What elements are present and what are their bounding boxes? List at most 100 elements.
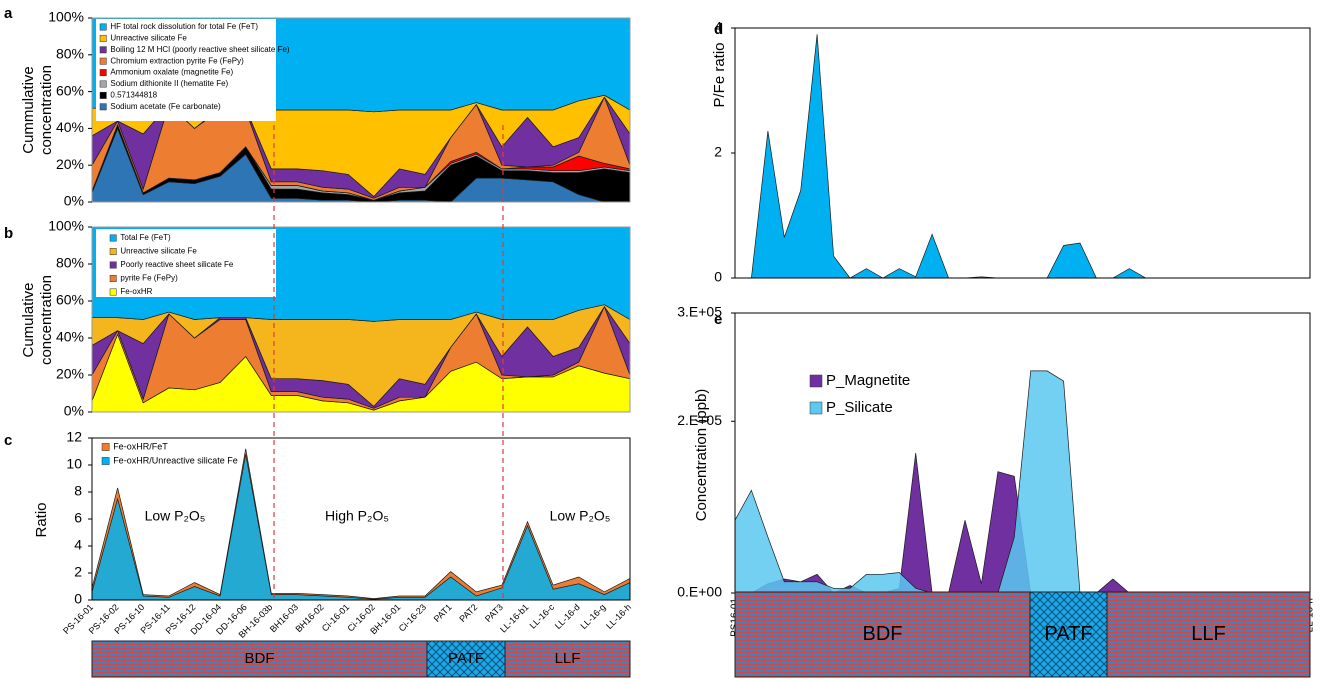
y-tick-label: 0.E+00 bbox=[677, 584, 722, 600]
y-tick-label: 2 bbox=[74, 564, 82, 580]
legend-label: Chromium extraction pyrite Fe (FePy) bbox=[110, 56, 244, 65]
divider-lines bbox=[273, 125, 504, 600]
panel: 0% 20% 40% 60% 80% 100% a Cummulative concentrat… bbox=[4, 5, 631, 209]
x-tick-label: LL-16-c bbox=[528, 602, 557, 631]
y-tick-label: 60% bbox=[56, 82, 84, 98]
x-tick-label: PAT2 bbox=[457, 602, 479, 624]
y-tick-label: 20% bbox=[56, 366, 84, 382]
panel-letter: c bbox=[4, 432, 12, 449]
y-tick-label: 2.E+05 bbox=[677, 412, 722, 428]
y-tick-label: 12 bbox=[66, 429, 82, 445]
y-tick-label: 100% bbox=[48, 9, 84, 25]
y-axis-title: Cummulative bbox=[20, 66, 37, 154]
x-tick-label: LL-16-d bbox=[553, 602, 582, 631]
y-tick-label: 80% bbox=[56, 255, 84, 271]
plot-frame bbox=[91, 226, 631, 413]
panel: 024681012cRatioPS-16-01PS-16-02PS-16-10P… bbox=[4, 429, 633, 678]
y-tick-label: 4 bbox=[714, 19, 722, 35]
group-band bbox=[426, 640, 506, 678]
legend-swatch bbox=[99, 23, 107, 31]
x-tick-label: LL-16-b1 bbox=[498, 602, 531, 635]
y-tick-label: 60% bbox=[56, 292, 84, 308]
legend-swatch bbox=[109, 261, 117, 269]
legend-label: Poorly reactive sheet silicate Fe bbox=[120, 260, 233, 269]
legend-swatch bbox=[101, 457, 110, 465]
plot-frame bbox=[91, 17, 631, 203]
y-axis-title: concentration bbox=[38, 275, 55, 365]
legend-label: 0.571344818 bbox=[110, 91, 157, 100]
y-axis-title: P/Fe ratio bbox=[711, 42, 728, 107]
legend-label: Fe-oxHR/Unreactive silicate Fe bbox=[113, 455, 238, 465]
legend-label: HF total rock dissolution for total Fe (… bbox=[110, 22, 258, 31]
legend-label: Sodium dithionite II (hematite Fe) bbox=[110, 79, 228, 88]
legend-swatch bbox=[99, 46, 107, 54]
y-tick-label: 10 bbox=[66, 456, 82, 472]
legend-label: P_Silicate bbox=[826, 399, 893, 416]
y-axis-title: Cumulative bbox=[20, 282, 37, 357]
legend-swatch bbox=[99, 80, 107, 88]
y-tick-label: 8 bbox=[74, 483, 82, 499]
group-label: BDF bbox=[245, 650, 275, 667]
legend-swatch bbox=[109, 248, 117, 255]
x-tick-label: PAT3 bbox=[483, 602, 505, 624]
legend-label: Unreactive silicate Fe bbox=[120, 247, 197, 256]
x-tick-label: Ci-16-23 bbox=[397, 602, 428, 633]
panel: 0% 20% 40% 60% 80% 100% b Cumulative concentrati… bbox=[4, 218, 631, 419]
y-tick-label: 40% bbox=[56, 329, 84, 345]
panel-letter: b bbox=[4, 225, 13, 242]
y-tick-label: 0 bbox=[74, 591, 82, 607]
y-tick-label: 40% bbox=[56, 119, 84, 135]
y-tick-label: 2 bbox=[714, 144, 722, 160]
legend-label: P_Magnetite bbox=[826, 372, 910, 389]
legend-label: pyrite Fe (FePy) bbox=[120, 274, 178, 283]
panel-letter: a bbox=[4, 5, 13, 22]
y-tick-label: 0% bbox=[64, 403, 84, 419]
annotation: Low P₂O₅ bbox=[145, 508, 206, 524]
legend-swatch bbox=[99, 57, 107, 65]
legend-label: Unreactive silicate Fe bbox=[110, 34, 187, 43]
y-axis-title: concentration bbox=[38, 65, 55, 155]
legend-swatch bbox=[101, 443, 110, 451]
group-band bbox=[504, 640, 631, 678]
legend-label: Total Fe (FeT) bbox=[120, 233, 171, 242]
y-tick-label: 100% bbox=[48, 218, 84, 234]
group-label: PATF bbox=[1044, 623, 1092, 645]
y-tick-label: 4 bbox=[74, 537, 82, 553]
y-tick-label: 6 bbox=[74, 510, 82, 526]
legend-swatch bbox=[809, 401, 823, 415]
annotation: High P₂O₅ bbox=[325, 508, 389, 524]
x-tick-label: LL-16-h bbox=[604, 602, 633, 631]
legend-swatch bbox=[109, 288, 117, 296]
x-tick-label: PAT1 bbox=[432, 602, 454, 624]
legend-swatch bbox=[109, 234, 117, 242]
legend-label: Sodium acetate (Fe carbonate) bbox=[110, 102, 221, 111]
group-label: LLF bbox=[1191, 623, 1225, 645]
legend-swatch bbox=[109, 275, 117, 282]
group-band bbox=[1106, 591, 1311, 678]
legend-label: Fe-oxHR/FeT bbox=[113, 441, 168, 451]
y-tick-label: 80% bbox=[56, 46, 84, 62]
y-tick-label: 20% bbox=[56, 156, 84, 172]
legend-label: Ammonium oxalate (magnetite Fe) bbox=[110, 68, 233, 77]
group-label: PATF bbox=[448, 650, 484, 667]
y-axis-title: Ratio bbox=[33, 502, 50, 537]
y-tick-label: 3.E+05 bbox=[677, 304, 722, 320]
y-axis-title: Concentration (ppb) bbox=[693, 389, 710, 522]
legend-swatch bbox=[99, 69, 107, 77]
annotation: Low P₂O₅ bbox=[550, 508, 611, 524]
group-label: BDF bbox=[863, 623, 903, 645]
panel-letter: d bbox=[714, 21, 723, 38]
group-band bbox=[1029, 591, 1108, 678]
legend-label: Fe-oxHR bbox=[120, 287, 152, 296]
panel: 0 2 4d P/Fe ratio bbox=[711, 19, 1311, 285]
group-label: LLF bbox=[555, 650, 581, 667]
legend-swatch bbox=[99, 34, 107, 42]
legend-box bbox=[96, 229, 276, 297]
x-tick-label: LL-16-g bbox=[578, 602, 607, 631]
y-tick-label: 0 bbox=[714, 269, 722, 285]
x-tick-label: BH16-02 bbox=[293, 602, 325, 634]
